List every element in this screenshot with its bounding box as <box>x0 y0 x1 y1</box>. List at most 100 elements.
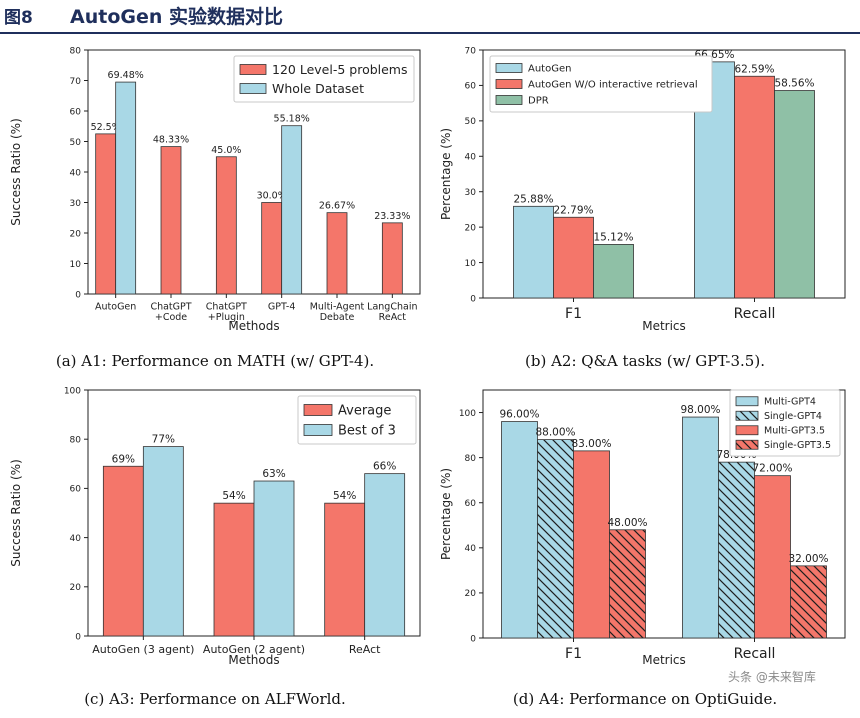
chart-b-qa: 01020304050607025.88%22.79%15.12%F166.65… <box>439 46 846 333</box>
bar-whole-dataset-gpt-4 <box>281 125 303 295</box>
y-axis-label: Percentage (%) <box>439 468 453 560</box>
legend-label: Single-GPT4 <box>764 411 822 422</box>
legend-swatch-autogen <box>495 63 523 73</box>
legend-label: DPR <box>528 96 549 107</box>
y-tick-label: 50 <box>70 138 82 148</box>
data-label: 77% <box>152 434 175 446</box>
data-label: 25.88% <box>513 193 553 205</box>
data-label: 66% <box>373 461 396 473</box>
bar-single-gpt4-recall <box>718 461 755 639</box>
bar-whole-dataset-autogen <box>115 81 137 295</box>
figure-number: 图8 <box>4 8 33 28</box>
y-tick-label: 100 <box>459 409 476 419</box>
y-tick-label: 0 <box>75 290 81 300</box>
y-tick-label: 10 <box>70 260 82 270</box>
legend-swatch-average <box>303 404 333 416</box>
data-label: 45.0% <box>211 145 241 156</box>
x-tick-label: ChatGPT <box>206 302 247 313</box>
y-tick-label: 40 <box>70 168 82 178</box>
bar-average-autogen-3-agent <box>102 465 144 637</box>
data-label: 54% <box>222 490 245 502</box>
y-tick-label: 60 <box>465 82 477 92</box>
y-tick-label: 30 <box>70 199 82 209</box>
y-tick-label: 20 <box>70 583 82 593</box>
y-tick-label: 20 <box>465 589 477 599</box>
legend-swatch-autogen-w-o-interactive-retrieval <box>495 79 523 89</box>
legend-label: Average <box>338 404 391 419</box>
y-tick-label: 0 <box>470 294 476 304</box>
x-tick-label: LangChain <box>367 302 417 313</box>
data-label: 72.00% <box>752 463 792 475</box>
legend-box <box>729 389 841 457</box>
caption-a: (a) A1: Performance on MATH (w/ GPT-4). <box>55 352 375 370</box>
data-label: 54% <box>333 490 356 502</box>
y-tick-label: 30 <box>465 188 477 198</box>
y-tick-label: 0 <box>470 634 476 644</box>
x-axis-label: Methods <box>228 319 279 333</box>
figure-title: AutoGen 实验数据对比 <box>70 6 283 28</box>
data-label: 69.48% <box>108 70 144 81</box>
x-tick-label: +Plugin <box>208 312 245 323</box>
legend-swatch-whole-dataset <box>239 83 267 94</box>
data-label: 23.33% <box>374 211 410 222</box>
data-label: 15.12% <box>593 231 633 243</box>
data-label: 22.79% <box>553 204 593 216</box>
y-tick-label: 80 <box>465 454 477 464</box>
x-tick-label: Recall <box>734 306 776 322</box>
caption-c: (c) A3: Performance on ALFWorld. <box>84 690 346 708</box>
data-label: 48.33% <box>153 135 189 146</box>
bar-single-gpt3-5-recall <box>790 565 827 639</box>
bar-120-level-5-problems-autogen <box>95 133 117 295</box>
bar-120-level-5-problems-gpt-4 <box>261 202 283 295</box>
data-label: 55.18% <box>274 114 310 125</box>
data-label: 30.0% <box>257 191 287 202</box>
bar-120-level-5-problems-chatgpt-plugin <box>215 156 237 295</box>
data-label: 83.00% <box>571 438 611 450</box>
y-tick-label: 20 <box>465 223 477 233</box>
bar-single-gpt4-f1 <box>537 439 574 639</box>
y-tick-label: 80 <box>70 46 82 56</box>
x-tick-label: Debate <box>320 312 355 323</box>
data-label: 63% <box>262 468 285 480</box>
data-label: 48.00% <box>607 517 647 529</box>
data-label: 32.00% <box>788 553 828 565</box>
bar-single-gpt3-5-f1 <box>609 529 646 639</box>
bar-120-level-5-problems-chatgpt-code <box>160 146 182 295</box>
data-label: 52.5% <box>91 122 121 133</box>
bar-best-of-3-autogen-2-agent <box>253 480 295 637</box>
bar-autogen-w-o-interactive-retrieval-recall <box>734 75 775 299</box>
x-tick-label: F1 <box>565 306 582 322</box>
x-tick-label: ReAct <box>349 643 381 656</box>
legend-box <box>233 55 415 103</box>
y-axis-label: Success Ratio (%) <box>9 459 23 567</box>
y-tick-label: 70 <box>465 46 477 56</box>
bar-autogen-f1 <box>513 205 554 299</box>
legend-swatch-120-level-5-problems <box>239 64 267 75</box>
y-tick-label: 80 <box>70 436 82 446</box>
x-tick-label: Multi-Agent <box>310 302 365 313</box>
bar-average-autogen-2-agent <box>213 502 255 637</box>
figure-header: 图8 AutoGen 实验数据对比 <box>0 0 860 34</box>
chart-a-math: 0 10 20 30 40 50 60 70 80 52.5% 69.48% AutoGen 48.33… <box>9 46 421 333</box>
legend-label: Best of 3 <box>338 424 396 439</box>
y-tick-label: 40 <box>465 544 477 554</box>
y-tick-label: 60 <box>70 485 82 495</box>
data-label: 69% <box>112 453 135 465</box>
x-tick-label: +Code <box>155 312 187 323</box>
legend-swatch-best-of-3 <box>303 424 333 436</box>
bar-multi-gpt4-f1 <box>501 421 538 639</box>
x-tick-label: AutoGen <box>95 302 136 313</box>
bar-multi-gpt4-recall <box>682 416 719 639</box>
y-axis-label: Percentage (%) <box>439 128 453 220</box>
watermark: 头条 @未来智库 <box>728 670 816 684</box>
y-tick-label: 10 <box>465 259 477 269</box>
bar-best-of-3-autogen-3-agent <box>142 446 184 637</box>
y-tick-label: 20 <box>70 229 82 239</box>
y-tick-label: 40 <box>70 534 82 544</box>
x-tick-label: AutoGen (2 agent) <box>203 643 305 656</box>
legend-label: Multi-GPT4 <box>764 397 816 408</box>
legend-swatch-single-gpt4 <box>735 410 759 421</box>
bar-120-level-5-problems-langchain-react <box>381 222 403 295</box>
chart-c-alfworld: 0 20 40 60 80 100 69% 77% AutoGen (3 agent) 54% 63… <box>9 386 421 667</box>
y-tick-label: 0 <box>75 632 81 642</box>
